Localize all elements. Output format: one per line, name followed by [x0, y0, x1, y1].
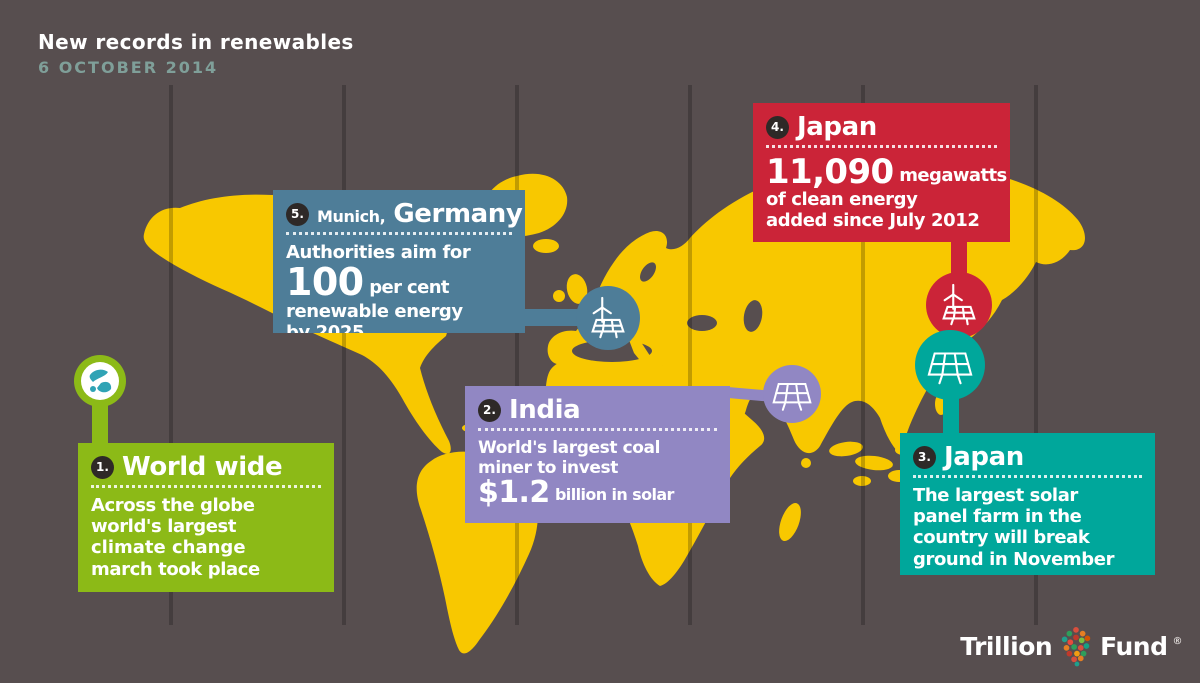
connector-worldwide	[92, 396, 108, 446]
callout-subtitle: Munich,	[317, 207, 386, 226]
number-badge: 3.	[913, 445, 936, 469]
callout-header: 2. India	[478, 397, 717, 423]
indonesia-2	[855, 455, 893, 471]
body-line: renewable energy	[286, 301, 463, 323]
body-line: world's largest	[91, 516, 237, 538]
ireland	[553, 290, 565, 302]
callout-title: Japan	[944, 442, 1024, 472]
caspian-sea	[743, 300, 763, 332]
marker-germany	[576, 286, 640, 350]
body-line-emphasis: climate change	[91, 537, 246, 559]
dotted-separator	[913, 475, 1142, 478]
korea	[913, 314, 929, 336]
number-badge: 1.	[91, 455, 114, 479]
title-date: 6 OCTOBER 2014	[38, 58, 219, 77]
black-sea	[687, 315, 717, 331]
callout-title: World wide	[122, 452, 283, 482]
greece	[659, 349, 669, 359]
title-heading: New records in renewables	[38, 30, 354, 54]
iceland	[533, 239, 559, 253]
callout-header: 1. World wide	[91, 454, 321, 480]
body-line: Authorities aim for	[286, 242, 471, 263]
body-line: Across the globe	[91, 495, 255, 516]
callout-body: 11,090 megawatts of clean energy added s…	[766, 152, 1007, 232]
callout-title: India	[509, 395, 581, 425]
dotted-separator	[766, 145, 997, 148]
marker-india	[763, 365, 821, 423]
callout-body: The largest solar panel farm in the coun…	[913, 485, 1142, 570]
britain	[566, 274, 588, 304]
stat-unit: billion in solar	[554, 485, 674, 505]
stat-unit: megawatts	[899, 165, 1007, 186]
solar-panel-icon	[927, 352, 973, 385]
callout-japan-energy: 4. Japan 11,090 megawatts of clean energ…	[753, 103, 1010, 242]
body-line: miner to invest	[478, 458, 618, 479]
body-line: of clean energy	[766, 189, 918, 210]
indonesia-5	[853, 476, 871, 486]
stat-unit: per cent	[369, 277, 449, 299]
stat-value: 11,090	[766, 152, 894, 192]
registered-mark: ®	[1172, 635, 1183, 647]
indonesia-1	[829, 441, 863, 457]
body-line: World's largest coal	[478, 438, 661, 458]
globe-icon	[81, 362, 119, 400]
body-line: ground in November	[913, 548, 1115, 570]
stat-line: $1.2 billion in solar	[478, 478, 717, 508]
sri-lanka	[801, 458, 811, 468]
callout-title: Germany	[393, 199, 523, 229]
wind-turbine-solar-icon	[942, 283, 976, 326]
stat-value: $1.2	[478, 475, 550, 511]
connector-japan-energy	[951, 234, 967, 282]
baltic-sea	[640, 262, 656, 282]
solar-panel-icon	[772, 383, 812, 411]
marker-japan-energy	[926, 272, 992, 338]
callout-body: Across the globe world's largest climate…	[91, 495, 321, 580]
logo-text-fund: Fund	[1100, 631, 1168, 661]
logo-text-trillion: Trillion	[960, 631, 1053, 661]
stat-line: 11,090 megawatts	[766, 152, 1007, 192]
body-line: country will break	[913, 527, 1090, 549]
stat-line: 100 per cent	[286, 263, 512, 301]
dotted-separator	[478, 428, 717, 431]
callout-worldwide: 1. World wide Across the globe world's l…	[78, 443, 334, 592]
connector-japan-solar	[943, 388, 959, 436]
body-line: added since July 2012	[766, 210, 980, 232]
callout-germany: 5. Munich, Germany Authorities aim for 1…	[273, 190, 525, 333]
number-badge: 2.	[478, 398, 501, 422]
number-badge: 4.	[766, 115, 789, 139]
body-line: The largest solar	[913, 485, 1078, 506]
marker-japan-solar	[915, 330, 985, 400]
marker-worldwide	[74, 355, 126, 407]
body-line: panel farm in the	[913, 506, 1082, 528]
callout-body: World's largest coal miner to invest $1.…	[478, 438, 717, 508]
stat-value: 100	[286, 260, 364, 305]
wind-turbine-solar-icon	[591, 296, 625, 339]
callout-title: Japan	[797, 112, 877, 142]
trillion-fund-logo: Trillion Fund ®	[960, 623, 1182, 669]
madagascar	[779, 502, 801, 542]
dotted-separator	[286, 232, 512, 235]
callout-india: 2. India World's largest coal miner to i…	[465, 386, 730, 523]
callout-header: 4. Japan	[766, 114, 997, 140]
dots-cluster-icon	[1061, 627, 1091, 667]
callout-body: Authorities aim for 100 per cent renewab…	[286, 242, 512, 333]
number-badge: 5.	[286, 202, 309, 226]
callout-japan-solar: 3. Japan The largest solar panel farm in…	[900, 433, 1155, 575]
callout-header: 3. Japan	[913, 444, 1142, 470]
body-line: march took place	[91, 558, 260, 580]
callout-header: 5. Munich, Germany	[286, 201, 523, 227]
page-title: New records in renewables 6 OCTOBER 2014	[38, 30, 354, 77]
italy	[629, 340, 654, 369]
dotted-separator	[91, 485, 321, 488]
body-line: by 2025	[286, 322, 365, 333]
